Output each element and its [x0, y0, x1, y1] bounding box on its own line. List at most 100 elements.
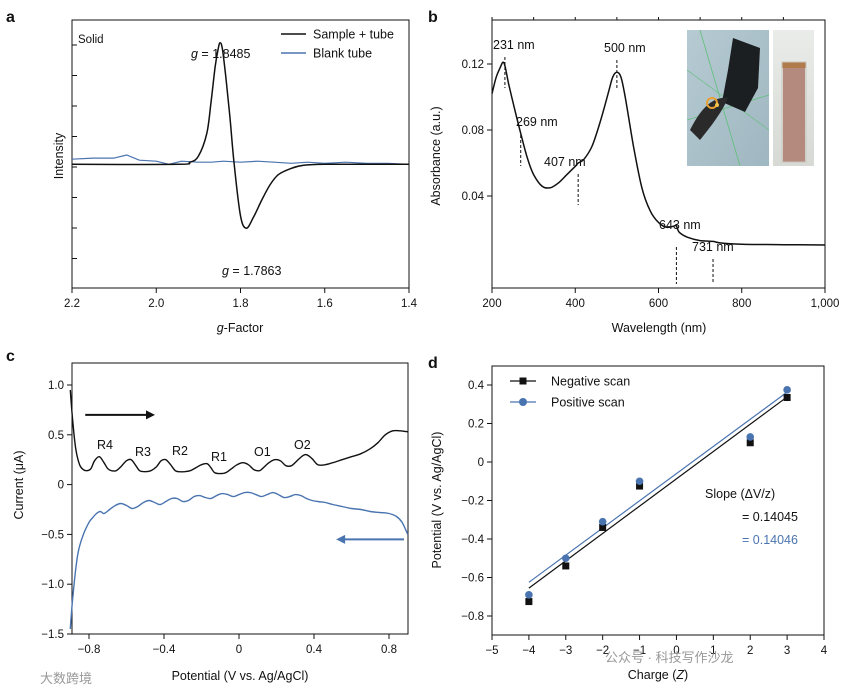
x-axis-label-a-prefix: g: [217, 321, 224, 335]
b-x-tick-label-1: 400: [566, 298, 585, 310]
d-point-positive-4: [746, 433, 755, 441]
c-arrow-head-0: [146, 410, 155, 420]
a-annotation-value-0: = 1.8485: [198, 47, 251, 61]
d-x-tick-label-4: −1: [633, 645, 646, 657]
x-axis-label-d: Charge (Z): [628, 668, 688, 682]
d-point-negative-5: [783, 394, 791, 402]
panel-label-d: d: [428, 355, 438, 372]
b-x-tick-label-4: 1,000: [811, 298, 840, 310]
d-x-tick-label-8: 3: [784, 645, 790, 657]
x-axis-label-a: g-Factor: [217, 321, 264, 335]
c-series-line-1: [69, 491, 409, 630]
y-axis-label-a: Intensity: [52, 132, 66, 179]
legend-label-sample: Sample + tube: [313, 28, 394, 42]
c-peak-label-3: R1: [211, 450, 227, 464]
c-x-tick-label-4: 0.8: [381, 644, 397, 656]
a-annotation-value-1: = 1.7863: [229, 264, 282, 278]
b-x-tick-label-3: 800: [732, 298, 751, 310]
b-peak-label-5: 731 nm: [692, 240, 734, 254]
d-y-tick-label-5: −0.6: [461, 573, 484, 585]
x-axis-label-d-suffix: ): [684, 668, 688, 682]
a-x-tick-label-0: 2.2: [64, 298, 80, 310]
legend-marker-negative: [519, 377, 527, 385]
inset-photo-vial: [773, 30, 814, 166]
d-point-negative-3: [636, 482, 644, 490]
a-annotation-1: g = 1.7863: [222, 264, 281, 278]
c-y-tick-label-2: 0: [58, 480, 64, 492]
x-axis-label-b: Wavelength (nm): [612, 321, 707, 335]
c-x-tick-label-0: −0.8: [78, 644, 101, 656]
c-peak-label-5: O2: [294, 438, 311, 452]
b-peak-label-0: 231 nm: [493, 38, 535, 52]
c-x-tick-label-1: −0.4: [153, 644, 176, 656]
d-x-tick-label-7: 2: [747, 645, 753, 657]
a-x-tick-label-4: 1.4: [401, 298, 418, 310]
c-series-line-0: [69, 389, 408, 475]
d-y-tick-label-1: 0.2: [468, 419, 484, 431]
b-x-tick-label-0: 200: [482, 298, 501, 310]
slope-title: Slope (ΔV/z): [705, 487, 775, 501]
c-peak-label-1: R3: [135, 445, 151, 459]
slope-negative: = 0.14045: [742, 510, 798, 524]
panel-b: 200 400 600 800 1,000 0.04 0.08 0.12 231 nm 269…: [429, 17, 839, 335]
plot-frame-c: [71, 362, 409, 635]
c-peak-label-0: R4: [97, 438, 113, 452]
legend-a: Sample + tube Blank tube: [281, 28, 394, 61]
a-x-tick-label-3: 1.6: [317, 298, 333, 310]
inset-label-solid: Solid: [78, 34, 104, 46]
d-point-negative-2: [599, 523, 607, 531]
y-axis-label-b: Absorbance (a.u.): [429, 106, 443, 205]
d-point-negative-0: [525, 598, 533, 606]
b-peak-label-4: 643 nm: [659, 218, 701, 232]
c-y-tick-label-5: −1.5: [41, 629, 64, 641]
legend-label-positive: Positive scan: [551, 396, 625, 410]
d-y-tick-label-0: 0.4: [468, 380, 485, 392]
c-arrow-head-1: [336, 534, 346, 544]
x-axis-label-a-suffix: -Factor: [224, 321, 264, 335]
c-peak-label-2: R2: [172, 444, 188, 458]
d-x-tick-label-2: −3: [559, 645, 572, 657]
d-x-tick-label-6: 1: [710, 645, 716, 657]
x-axis-label-c: Potential (V vs. Ag/AgCl): [172, 669, 309, 683]
y-axis-label-c: Current (μA): [12, 450, 26, 519]
d-x-tick-label-5: 0: [673, 645, 679, 657]
x-axis-label-d-prefix: Charge (: [628, 668, 677, 682]
d-x-tick-label-3: −2: [596, 645, 609, 657]
d-point-positive-3: [635, 477, 644, 486]
d-x-tick-label-1: −4: [522, 645, 536, 657]
a-annotation-prefix-0: g: [191, 47, 198, 61]
c-y-tick-label-3: −0.5: [41, 529, 64, 541]
d-point-positive-0: [525, 591, 533, 599]
c-x-tick-label-3: 0.4: [306, 644, 323, 656]
d-y-tick-label-6: −0.8: [461, 611, 484, 623]
c-y-tick-label-0: 1.0: [48, 380, 64, 392]
a-x-tick-label-1: 2.0: [148, 298, 164, 310]
b-y-tick-label-1: 0.08: [462, 125, 484, 137]
slope-positive: = 0.14046: [742, 533, 798, 547]
b-absorbance-line: [491, 61, 826, 246]
c-x-tick-label-2: 0: [236, 644, 242, 656]
d-point-positive-1: [561, 554, 570, 563]
legend-label-negative: Negative scan: [551, 375, 630, 389]
panel-d: −5 −4 −3 −2 −1 0 1 2 3 4 0.40.20−0.2−0.4−0.6−0.8 …: [430, 365, 828, 682]
c-y-tick-label-1: 0.5: [48, 430, 64, 442]
panel-label-c: c: [6, 348, 15, 365]
watermark-left: 大数跨境: [40, 671, 92, 686]
inset-photo-crystal: [687, 30, 769, 166]
d-y-tick-label-3: −0.2: [461, 496, 484, 508]
x-axis-label-d-italic: Z: [675, 668, 684, 682]
d-point-negative-4: [746, 439, 754, 447]
c-peak-label-4: O1: [254, 445, 271, 459]
d-point-negative-1: [562, 562, 570, 570]
a-annotation-0: g = 1.8485: [191, 47, 250, 61]
b-y-tick-label-0: 0.04: [462, 191, 485, 203]
d-fit-line-1: [528, 391, 788, 583]
panel-label-b: b: [428, 9, 438, 26]
c-y-tick-label-4: −1.0: [41, 579, 64, 591]
panel-label-a: a: [6, 9, 15, 26]
b-peak-label-1: 269 nm: [516, 115, 558, 129]
d-point-positive-2: [598, 517, 607, 526]
b-peak-label-3: 500 nm: [604, 41, 646, 55]
